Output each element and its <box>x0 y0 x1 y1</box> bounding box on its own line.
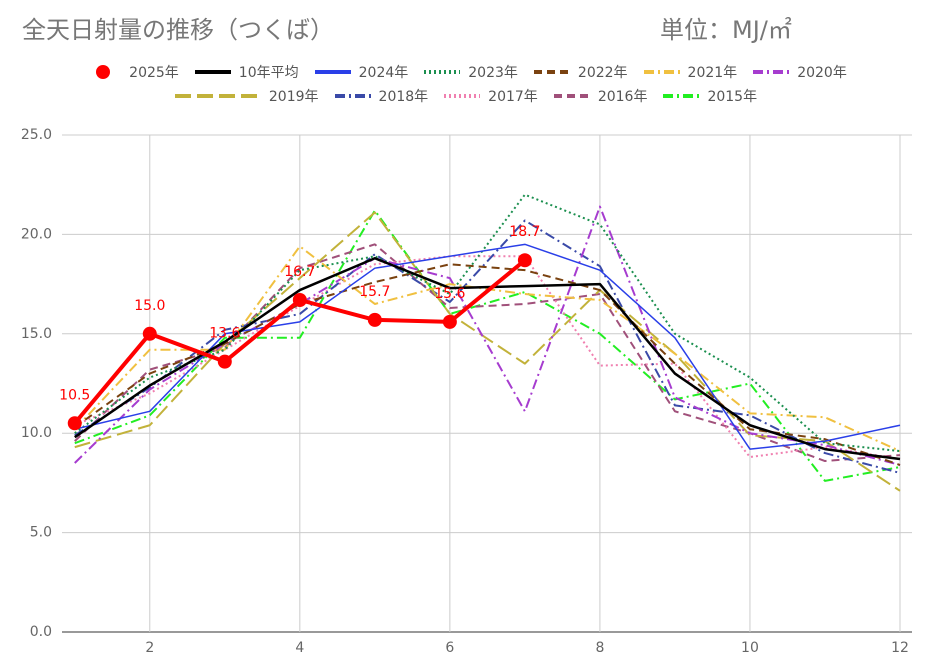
legend-item: 2016年 <box>552 86 648 106</box>
legend-item: 2015年 <box>661 86 757 106</box>
legend-label: 2024年 <box>358 65 409 81</box>
legend-item: 2023年 <box>422 62 518 82</box>
legend-item: 2017年 <box>442 86 538 106</box>
chart-title: 全天日射量の推移（つくば） <box>22 16 334 44</box>
legend-label: 10年平均 <box>238 65 299 81</box>
legend-item: 2019年 <box>173 86 319 106</box>
legend-item: 10年平均 <box>193 62 299 82</box>
series-line <box>74 257 901 461</box>
data-label: 15.0 <box>134 298 165 314</box>
legend-swatch <box>194 70 231 74</box>
chart-subtitle: 単位：MJ/㎡ <box>660 16 792 44</box>
x-tick-label: 6 <box>445 640 454 656</box>
data-point <box>67 416 82 431</box>
data-point <box>142 326 157 341</box>
legend-label: 2020年 <box>797 65 847 81</box>
legend-swatch <box>314 70 351 74</box>
legend-swatch <box>334 94 371 98</box>
y-tick-label: 5.0 <box>30 525 52 541</box>
series-line <box>74 243 901 450</box>
legend-label: 2022年 <box>577 65 628 81</box>
legend-swatch <box>424 70 461 74</box>
series-line <box>74 219 901 474</box>
x-tick-label: 10 <box>741 640 759 656</box>
y-tick-label: 20.0 <box>21 226 52 242</box>
data-label: 18.7 <box>509 224 540 240</box>
data-label: 15.7 <box>359 284 390 300</box>
data-label: 13.6 <box>209 326 240 342</box>
y-tick-label: 10.0 <box>21 425 52 441</box>
legend-swatch <box>553 94 590 98</box>
legend-item: 2025年 <box>83 62 179 82</box>
data-label: 10.5 <box>59 387 90 403</box>
legend-swatch <box>643 70 680 74</box>
legend-label: 2021年 <box>687 65 738 81</box>
legend-item: 2024年 <box>313 62 409 82</box>
legend-swatch <box>174 94 261 98</box>
x-tick-label: 8 <box>595 640 604 656</box>
legend-label: 2025年 <box>129 65 179 81</box>
series-line <box>74 243 901 463</box>
data-label: 16.7 <box>284 264 315 280</box>
series-line <box>74 245 901 453</box>
legend-swatch <box>753 70 790 74</box>
legend-item: 2018年 <box>333 86 429 106</box>
legend-item: 2022年 <box>532 62 628 82</box>
data-point <box>292 293 307 308</box>
series-line <box>74 205 901 466</box>
data-point <box>367 312 382 327</box>
y-tick-label: 25.0 <box>21 127 52 143</box>
legend-swatch <box>96 65 111 79</box>
legend-swatch <box>663 94 700 98</box>
series-line <box>74 193 901 453</box>
series-line <box>74 255 901 461</box>
series-line <box>74 209 901 482</box>
legend-swatch <box>444 94 481 98</box>
data-point <box>217 354 232 369</box>
y-tick-label: 0.0 <box>30 624 52 640</box>
y-tick-label: 15.0 <box>21 326 52 342</box>
legend: 2025年 10年平均 2024年 2023年 2022年 2021年 2020年 2019年… <box>70 62 860 106</box>
x-tick-label: 2 <box>145 640 154 656</box>
data-point <box>517 253 532 268</box>
legend-marker <box>96 65 111 79</box>
legend-swatch <box>533 70 570 74</box>
legend-item: 2020年 <box>751 62 847 82</box>
legend-label: 2016年 <box>597 89 648 105</box>
legend-label: 2018年 <box>378 89 429 105</box>
legend-label: 2017年 <box>488 89 538 105</box>
legend-label: 2023年 <box>468 65 518 81</box>
x-tick-label: 12 <box>891 640 909 656</box>
legend-label: 2019年 <box>268 89 319 105</box>
data-label: 15.6 <box>434 286 465 302</box>
legend-label: 2015年 <box>707 89 758 105</box>
data-point <box>442 314 457 329</box>
x-tick-label: 4 <box>295 640 304 656</box>
legend-item: 2021年 <box>642 62 738 82</box>
